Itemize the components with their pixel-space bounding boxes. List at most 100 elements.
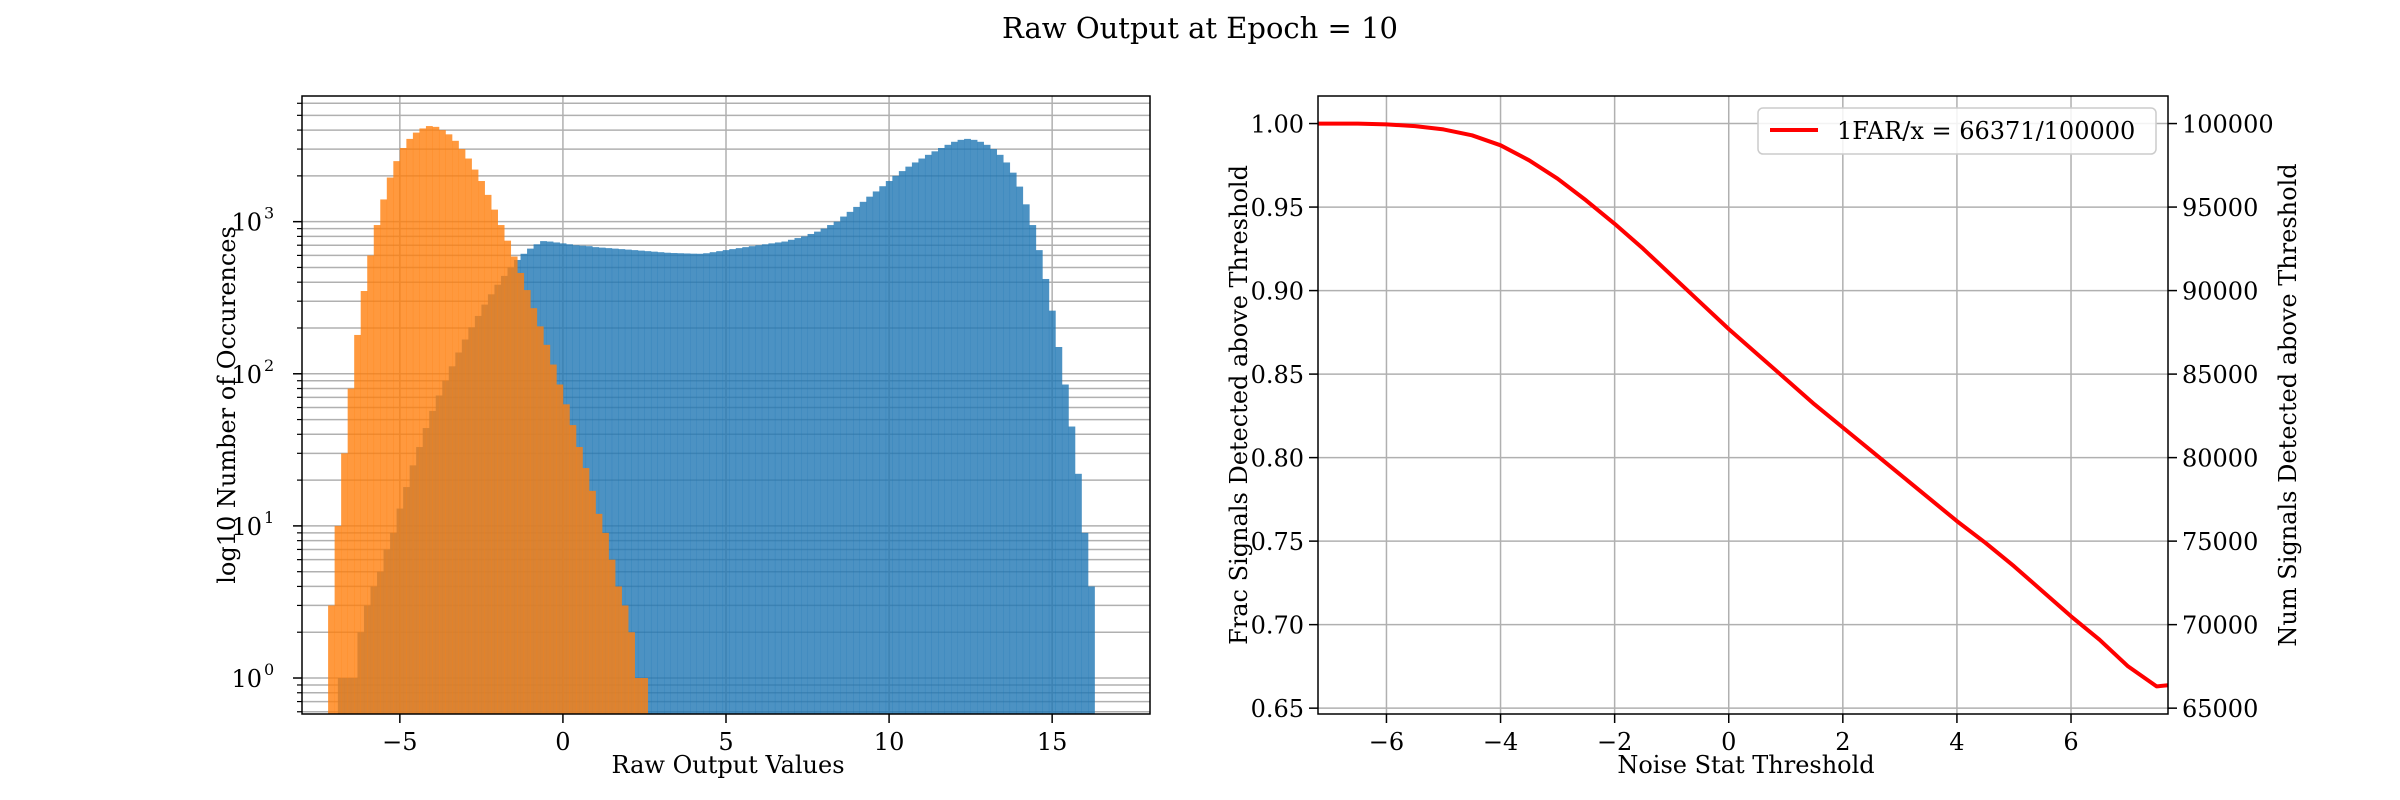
x-tick-label: −5 [382,728,417,756]
histogram-bar-blue [657,252,665,714]
histogram-bar-orange [608,559,616,714]
histogram-bar-blue [820,228,828,714]
histogram-bar-blue [624,249,632,714]
detection-xlabel: Noise Stat Threshold [1617,751,1874,779]
y-tick-label: 0.65 [1251,695,1304,723]
y-tick-label-right: 70000 [2182,612,2258,640]
histogram-bar-orange [615,586,622,714]
figure-title: Raw Output at Epoch = 10 [1002,11,1398,45]
histogram-bar-orange [465,158,472,714]
histogram-bar-blue [755,245,763,714]
x-tick-label: −6 [1369,728,1404,756]
histogram-bar-blue [670,253,678,714]
y-tick-label: 0.90 [1251,278,1304,306]
histogram-bar-blue [781,241,789,714]
detection-frame [1317,95,2169,715]
histogram-bar-orange [484,194,492,715]
y-tick-label: 10 [231,513,262,541]
y-tick-label-right: 75000 [2182,528,2258,556]
y-tick-label-right: 95000 [2182,194,2258,222]
histogram-bar-blue [611,248,619,715]
y-tick-label: 10 [231,209,262,237]
histogram-bar-blue [748,246,756,715]
histogram-bar-orange [341,453,348,714]
histogram-bar-blue [911,162,919,715]
histogram-bar-blue [1042,278,1050,714]
histogram-bar-orange [425,126,433,715]
histogram-bar-orange [575,447,583,714]
y-tick-label-right: 100000 [2182,111,2274,139]
histogram-bar-orange [328,605,335,714]
histogram-xlabel: Raw Output Values [611,751,844,779]
y-tick-label: 1.00 [1251,111,1304,139]
legend-box [1757,107,2157,155]
histogram-bar-blue [742,247,750,714]
histogram-bar-blue [1074,473,1082,714]
histogram-bar-orange [497,225,505,714]
histogram-bar-blue [918,158,926,714]
histogram-bar-blue [872,191,880,714]
histogram-bar-blue [1003,162,1011,715]
histogram-bar-orange [628,632,635,714]
histogram-bar-blue [761,244,769,714]
histogram-bar-blue [827,225,834,714]
histogram-bar-orange [582,468,590,714]
histogram-bar-orange [393,161,401,714]
histogram-bar-blue [1088,586,1095,714]
y-tick-exponent: 2 [264,356,274,375]
x-tick-label: −4 [1483,728,1518,756]
histogram-bar-blue [1035,250,1043,714]
histogram-frame [301,95,1151,715]
histogram-bar-blue [990,149,998,714]
histogram-bar-blue [924,154,932,715]
legend: 1FAR/x = 66371/100000 [1757,107,2157,155]
y-tick-label: 0.70 [1251,612,1304,640]
histogram-bar-orange [491,209,498,714]
detection-axes: −6 −4 −2 0 2 4 6 0.65 0.70 0.75 0.80 0.85 0.90 0.95 1.… [1251,95,2274,756]
histogram-bar-blue [964,138,971,714]
x-tick-label: 4 [1949,728,1964,756]
histogram-bar-blue [664,252,671,714]
histogram-bar-orange [536,326,544,714]
detection-line [1318,121,2169,689]
histogram-bar-blue [983,144,991,715]
histogram-bar-blue [709,252,717,714]
histogram-bar-blue [957,139,965,714]
x-tick-label: 2 [1835,728,1850,756]
histogram-bar-orange [621,605,629,714]
x-tick-label: 15 [1037,728,1068,756]
histogram-bar-blue [794,238,802,714]
histogram-bar-blue [970,139,978,714]
histogram-bar-blue [833,221,841,714]
y-tick-label-right: 90000 [2182,278,2258,306]
histogram-bar-orange [471,169,479,714]
detection-chart: −6 −4 −2 0 2 4 6 0.65 0.70 0.75 0.80 0.85 0.90 0.95 1.… [1225,95,2302,779]
histogram-bar-blue [592,247,600,714]
histogram-bar-orange [380,199,388,714]
histogram-bar-blue [696,253,704,714]
x-tick-label: 0 [555,728,570,756]
histogram-bar-blue [885,181,893,714]
histogram-bar-blue [814,231,821,714]
histogram-bar-blue [853,206,861,715]
histogram-bar-orange [360,291,368,714]
histogram-bar-orange [589,490,596,714]
histogram-bar-blue [677,253,684,714]
histogram-bar-blue [703,253,710,714]
histogram-bar-blue [650,251,658,714]
histogram-bar-blue [644,251,652,715]
histogram-bar-blue [938,147,945,714]
histogram-bar-blue [1055,346,1063,714]
histogram-ylabel: log10 Number of Occurences [213,226,241,584]
histogram-bar-blue [683,253,691,714]
histogram-bar-blue [1068,426,1076,714]
histogram-bar-orange [504,240,512,714]
histogram-bar-blue [1022,204,1030,715]
histogram-bar-blue [951,141,958,714]
detection-gridlines [1318,96,2168,714]
legend-label: 1FAR/x = 66371/100000 [1837,117,2135,145]
x-tick-label: 5 [718,728,733,756]
